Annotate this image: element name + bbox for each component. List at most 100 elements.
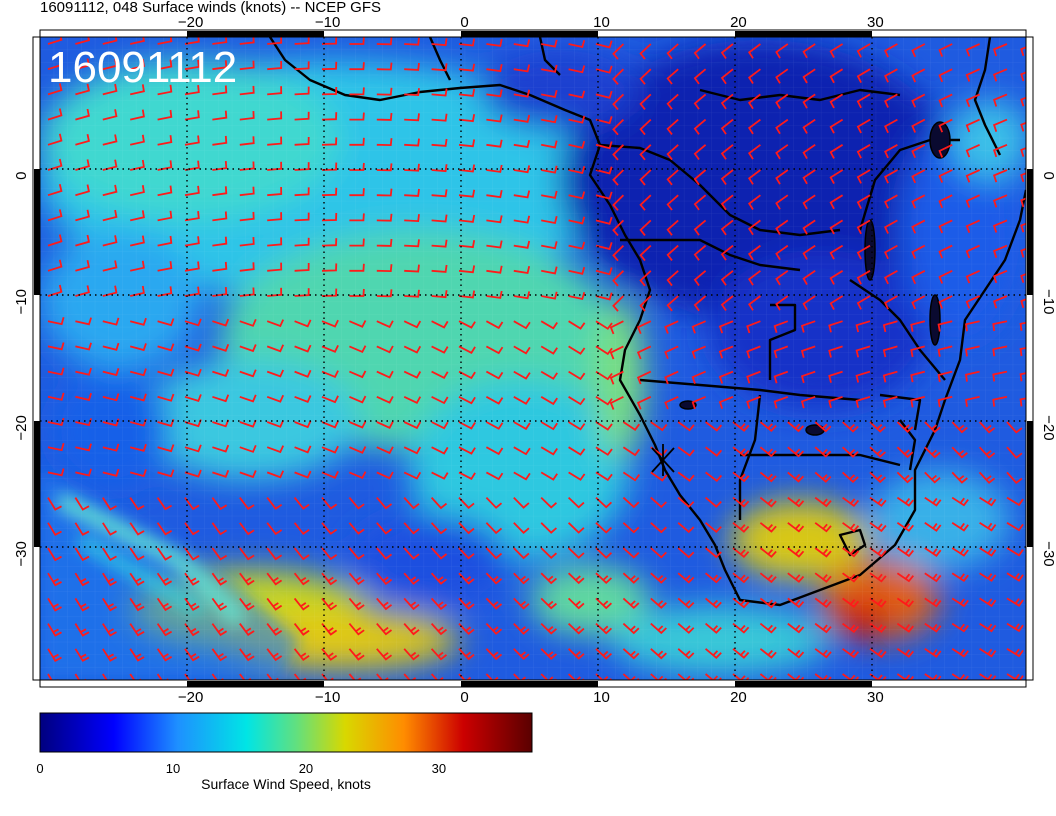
wind-barb xyxy=(759,547,777,558)
wind-barb xyxy=(841,421,859,433)
wind-barb xyxy=(896,522,914,532)
wind-barb xyxy=(458,290,476,299)
wind-barb xyxy=(75,134,90,146)
wind-barb xyxy=(773,345,789,359)
wind-barb xyxy=(431,395,449,405)
wind-barb xyxy=(47,623,62,637)
wind-barb xyxy=(267,212,283,222)
wind-barb xyxy=(541,39,558,48)
wind-barb xyxy=(747,118,761,135)
wind-barb xyxy=(294,61,310,71)
wind-barb xyxy=(666,270,679,287)
wind-barb xyxy=(377,699,392,710)
wind-barb xyxy=(404,138,420,147)
wind-barb xyxy=(541,266,558,275)
wind-barb xyxy=(430,547,448,560)
wind-barb xyxy=(348,572,365,586)
wind-barb xyxy=(814,421,832,433)
wind-barb xyxy=(856,270,871,285)
wind-barb xyxy=(747,43,761,59)
wind-barb xyxy=(349,370,367,379)
wind-barb xyxy=(321,420,339,429)
wind-barb xyxy=(568,446,586,456)
wind-barb xyxy=(775,93,789,109)
wind-barb xyxy=(666,244,679,261)
colorbar-label: Surface Wind Speed, knots xyxy=(201,776,371,792)
wind-barb xyxy=(293,623,310,636)
wind-barb xyxy=(636,320,652,335)
wind-barb xyxy=(47,317,65,326)
wind-barb xyxy=(775,244,789,261)
wind-barb xyxy=(856,93,871,109)
wind-barb xyxy=(1034,523,1050,530)
wind-barb xyxy=(884,68,898,83)
wind-barb xyxy=(567,597,585,610)
wind-barb xyxy=(404,62,420,71)
wind-barb xyxy=(650,547,667,559)
wind-barb xyxy=(458,88,476,97)
wind-barb xyxy=(404,264,420,273)
wind-barb xyxy=(266,623,283,636)
wind-barb xyxy=(47,209,63,222)
wind-barb xyxy=(1020,273,1026,283)
wind-barb xyxy=(1006,496,1024,507)
wind-barb xyxy=(884,93,898,108)
wind-barb xyxy=(293,648,310,662)
wind-barb xyxy=(513,522,530,535)
wind-barb xyxy=(102,443,120,452)
wind-barb xyxy=(802,219,816,235)
wind-barb xyxy=(802,93,816,109)
wind-barb xyxy=(568,40,586,49)
wind-barb xyxy=(747,93,761,110)
wind-barb xyxy=(639,169,652,186)
wind-barb xyxy=(884,219,898,234)
wind-barb xyxy=(612,68,625,85)
wind-barb xyxy=(102,572,117,587)
wind-barb xyxy=(376,62,393,71)
figure-title: 16091112, 048 Surface winds (knots) -- N… xyxy=(40,0,381,16)
wind-barb xyxy=(321,648,338,661)
wind-barb xyxy=(130,37,145,45)
wind-barb xyxy=(622,446,641,457)
wind-barb xyxy=(802,270,816,286)
wind-barb xyxy=(102,468,120,477)
wind-barb xyxy=(1020,147,1026,157)
wind-barb xyxy=(266,572,283,586)
wind-barb xyxy=(157,393,175,402)
wind-barb xyxy=(403,522,420,535)
wind-speed-field xyxy=(40,37,1050,710)
wind-barb xyxy=(1006,572,1024,582)
wind-barb xyxy=(829,295,844,311)
wind-barb xyxy=(321,319,339,328)
wind-barb xyxy=(856,68,871,84)
wind-barb xyxy=(485,396,504,405)
wind-barb xyxy=(800,345,816,358)
wind-barb xyxy=(130,109,145,121)
wind-barb xyxy=(376,345,394,354)
wind-barb xyxy=(978,471,996,484)
wind-barb xyxy=(964,320,980,332)
wind-barb xyxy=(567,648,585,660)
wind-barb xyxy=(430,648,448,661)
wind-barb xyxy=(74,497,90,511)
wind-barb xyxy=(349,213,365,222)
wind-barb xyxy=(157,135,173,146)
wind-barb xyxy=(759,471,777,483)
wind-barb xyxy=(485,471,504,481)
wind-barb xyxy=(321,547,338,561)
wind-barb xyxy=(747,270,761,286)
wind-barb xyxy=(896,648,914,658)
wind-barb xyxy=(992,43,1008,57)
wind-barb xyxy=(650,522,667,534)
wind-barb xyxy=(612,144,625,161)
wind-barb xyxy=(1020,96,1026,107)
wind-barb xyxy=(486,139,503,148)
wind-barb xyxy=(595,90,613,99)
longitude-tick-label: 30 xyxy=(867,14,884,31)
wind-barb xyxy=(992,93,1008,107)
wind-barb xyxy=(157,261,173,272)
longitude-tick-label: 0 xyxy=(460,14,468,31)
wind-barb xyxy=(458,673,475,680)
wind-barb xyxy=(951,622,969,633)
wind-barb xyxy=(911,144,926,159)
